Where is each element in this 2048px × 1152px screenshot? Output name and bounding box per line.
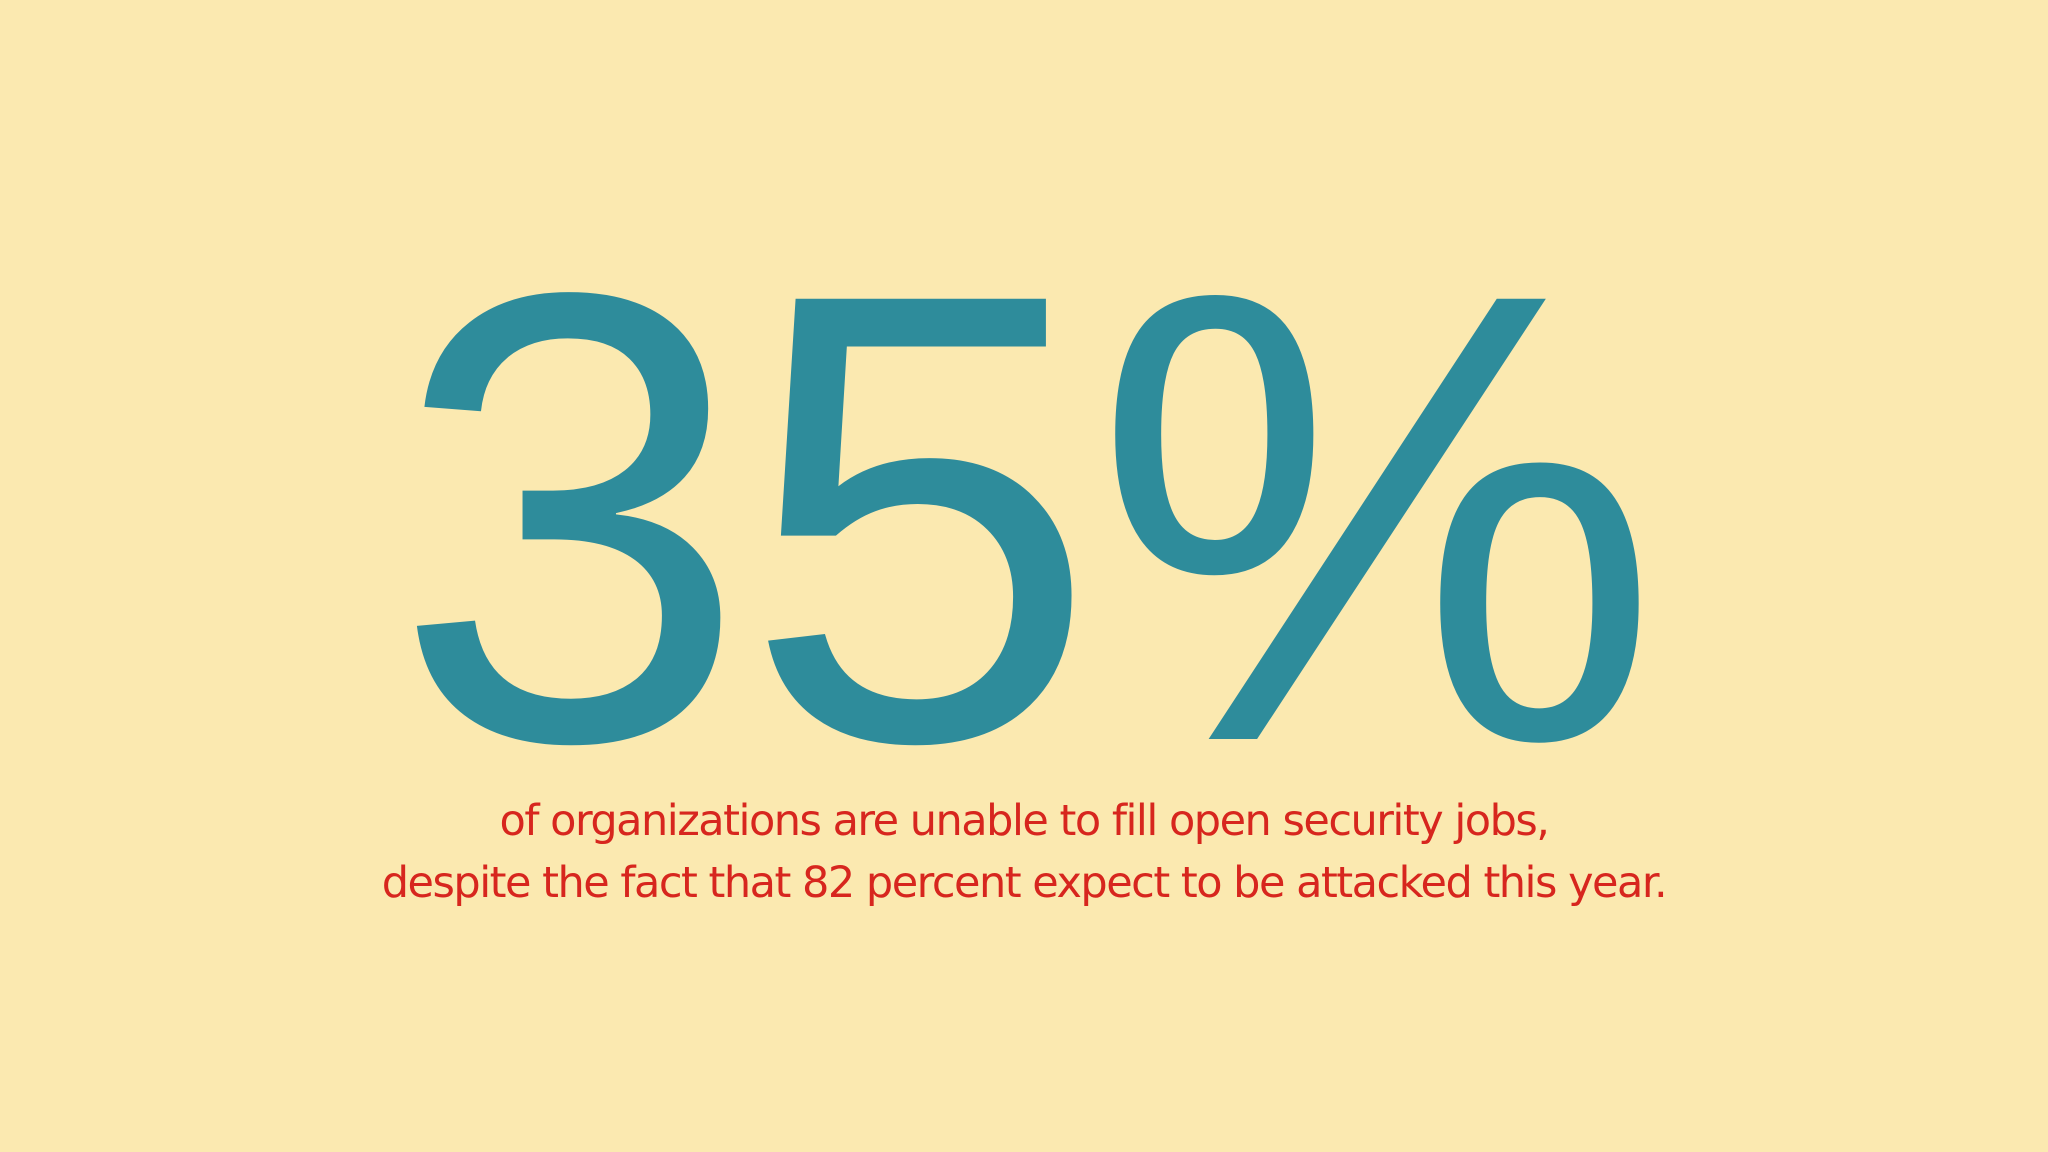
caption-line: despite the fact that 82 percent expect … bbox=[381, 858, 1668, 908]
statistic: 35% bbox=[392, 160, 1662, 875]
caption-line: of organizations are unable to fill open… bbox=[499, 796, 1550, 846]
